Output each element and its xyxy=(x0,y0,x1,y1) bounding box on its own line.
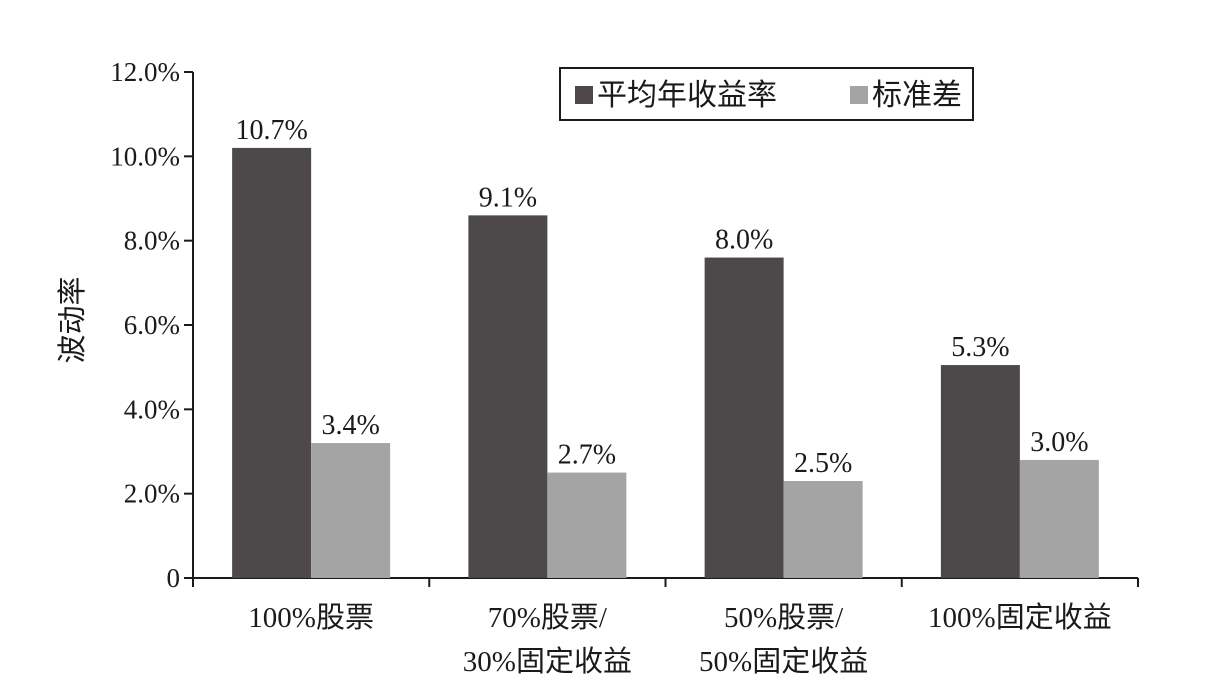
data-label-mean-return: 8.0% xyxy=(715,225,773,256)
bar-std-dev xyxy=(783,481,863,578)
y-axis-title: 波动率 xyxy=(56,276,89,363)
x-category-label: 50%固定收益 xyxy=(699,645,868,678)
x-category-label: 50%股票/ xyxy=(724,602,844,634)
data-labels: 10.7% 3.4% 9.1% 2.7% 8.0% 2.5% 5.3% 3.0% xyxy=(235,115,1088,479)
y-tick-label: 2.0% xyxy=(124,479,180,509)
bar-std-dev xyxy=(311,443,391,578)
y-tick-label: 6.0% xyxy=(124,310,180,340)
legend-label: 标准差 xyxy=(872,79,962,112)
bar-mean-return xyxy=(940,365,1020,578)
legend: 平均年收益率 标准差 xyxy=(559,67,974,121)
data-label-std-dev: 2.7% xyxy=(558,440,616,471)
legend-box xyxy=(559,67,974,121)
x-category-label: 100%股票 xyxy=(248,602,374,634)
y-tick-label: 4.0% xyxy=(124,394,180,424)
y-tick-label: 12.0% xyxy=(110,57,180,87)
y-tick-label: 8.0% xyxy=(124,226,180,256)
data-label-mean-return: 5.3% xyxy=(951,332,1009,363)
x-category-label: 70%股票/ xyxy=(488,602,608,634)
bar-mean-return xyxy=(468,215,548,578)
bar-std-dev xyxy=(547,472,627,578)
data-label-std-dev: 3.4% xyxy=(321,410,379,441)
y-tick-label: 10.0% xyxy=(110,141,180,171)
legend-label: 平均年收益率 xyxy=(597,79,777,112)
legend-swatch xyxy=(850,86,868,104)
data-label-std-dev: 3.0% xyxy=(1030,427,1088,458)
bar-mean-return xyxy=(704,257,784,578)
data-label-std-dev: 2.5% xyxy=(794,448,852,479)
axes: 0 2.0% 4.0% 6.0% 8.0% 10.0% 12.0% 100%股票 70%股票/3… xyxy=(110,57,1139,678)
bar-mean-return xyxy=(232,147,312,578)
bar-std-dev xyxy=(1019,459,1099,578)
y-tick-label: 0 xyxy=(167,563,181,593)
x-category-label: 30%固定收益 xyxy=(463,645,632,678)
x-category-label: 100%固定收益 xyxy=(928,601,1112,634)
bars xyxy=(232,147,1099,578)
data-label-mean-return: 9.1% xyxy=(479,182,537,213)
legend-swatch xyxy=(575,86,593,104)
data-label-mean-return: 10.7% xyxy=(235,115,307,146)
